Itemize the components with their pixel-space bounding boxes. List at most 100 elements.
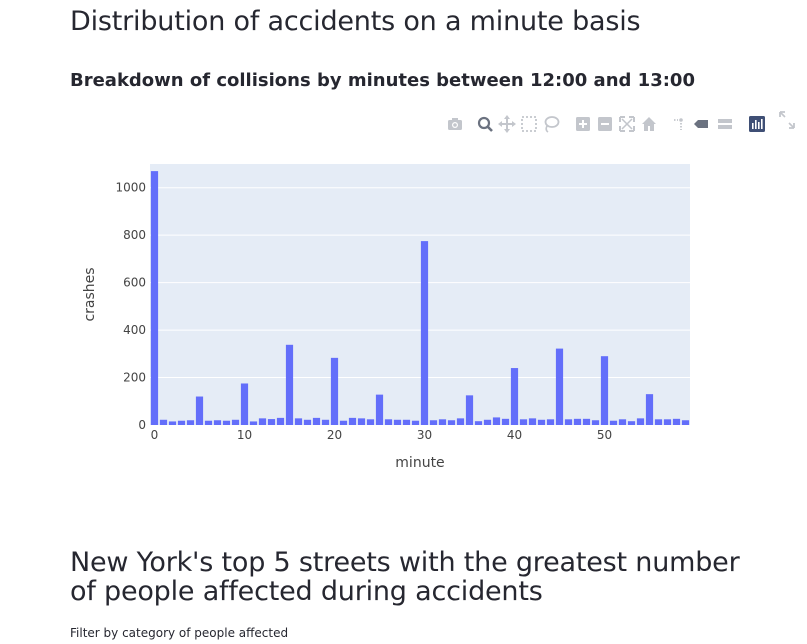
bar[interactable] xyxy=(645,394,654,425)
bar[interactable] xyxy=(429,420,438,425)
y-tick-label: 1000 xyxy=(115,181,146,195)
bar[interactable] xyxy=(438,419,447,425)
section-title-top-streets: New York's top 5 streets with the greate… xyxy=(70,547,740,607)
bar[interactable] xyxy=(366,419,375,425)
bar[interactable] xyxy=(321,419,330,425)
bar[interactable] xyxy=(501,418,510,425)
x-tick-label: 20 xyxy=(327,428,342,442)
bar[interactable] xyxy=(240,383,249,425)
bar[interactable] xyxy=(411,420,420,425)
bar[interactable] xyxy=(492,417,501,425)
bar[interactable] xyxy=(249,421,258,425)
bar[interactable] xyxy=(312,417,321,425)
chart-svg: 0 200 400 600 800 1000 0 10 20 30 40 50 minute cra… xyxy=(82,164,690,471)
bar[interactable] xyxy=(465,395,474,425)
bar[interactable] xyxy=(294,418,303,425)
bar[interactable] xyxy=(636,418,645,425)
bars xyxy=(150,171,690,425)
bar[interactable] xyxy=(303,419,312,425)
bar[interactable] xyxy=(276,417,285,425)
bar[interactable] xyxy=(555,348,564,425)
plot-area[interactable] xyxy=(150,164,690,425)
autoscale-icon[interactable] xyxy=(618,114,636,134)
bar[interactable] xyxy=(375,394,384,425)
fullscreen-icon[interactable] xyxy=(778,110,796,130)
bar[interactable] xyxy=(330,357,339,425)
bar[interactable] xyxy=(168,421,177,425)
x-tick-label: 30 xyxy=(417,428,432,442)
y-tick-label: 400 xyxy=(123,323,146,337)
bar[interactable] xyxy=(402,419,411,425)
bar[interactable] xyxy=(600,356,609,425)
bar[interactable] xyxy=(267,419,276,425)
bar[interactable] xyxy=(573,418,582,425)
chart-subtitle: Breakdown of collisions by minutes betwe… xyxy=(70,70,695,91)
bar[interactable] xyxy=(222,420,231,425)
bar[interactable] xyxy=(519,419,528,425)
chart-modebar xyxy=(444,111,799,136)
x-axis-ticks: 0 10 20 30 40 50 xyxy=(151,428,612,442)
y-axis-label: crashes xyxy=(82,267,98,321)
camera-icon[interactable] xyxy=(446,114,464,134)
bar[interactable] xyxy=(546,419,555,425)
bar[interactable] xyxy=(213,420,222,425)
y-tick-label: 600 xyxy=(123,276,146,290)
bar[interactable] xyxy=(285,344,294,425)
hover-closest-icon[interactable] xyxy=(692,114,710,134)
bar[interactable] xyxy=(177,420,186,425)
bar[interactable] xyxy=(582,418,591,425)
bar[interactable] xyxy=(672,418,681,425)
y-tick-label: 200 xyxy=(123,371,146,385)
bar[interactable] xyxy=(510,368,519,425)
x-tick-label: 40 xyxy=(507,428,522,442)
bar[interactable] xyxy=(258,418,267,425)
bar[interactable] xyxy=(528,418,537,425)
bar[interactable] xyxy=(420,241,429,425)
bar[interactable] xyxy=(150,171,159,425)
page-title: Distribution of accidents on a minute ba… xyxy=(70,6,641,37)
bar[interactable] xyxy=(447,420,456,425)
grid-lines xyxy=(150,187,690,379)
bar[interactable] xyxy=(537,419,546,425)
hover-compare-icon[interactable] xyxy=(716,114,734,134)
bar[interactable] xyxy=(456,418,465,425)
zoom-out-icon[interactable] xyxy=(596,114,614,134)
zoom-icon[interactable] xyxy=(476,114,494,134)
plotly-logo-icon[interactable] xyxy=(748,114,766,134)
bar[interactable] xyxy=(663,419,672,425)
bar[interactable] xyxy=(564,419,573,425)
bar[interactable] xyxy=(627,421,636,425)
bar[interactable] xyxy=(609,420,618,425)
x-tick-label: 0 xyxy=(151,428,159,442)
pan-icon[interactable] xyxy=(498,114,516,134)
bar[interactable] xyxy=(681,420,690,425)
bar[interactable] xyxy=(348,417,357,425)
bar[interactable] xyxy=(231,419,240,425)
zoom-in-icon[interactable] xyxy=(574,114,592,134)
y-tick-label: 0 xyxy=(138,418,146,432)
y-axis-ticks: 0 200 400 600 800 1000 xyxy=(115,181,146,432)
lasso-select-icon[interactable] xyxy=(542,114,560,134)
bar[interactable] xyxy=(384,419,393,425)
bar[interactable] xyxy=(393,419,402,425)
reset-axes-icon[interactable] xyxy=(640,114,658,134)
bar[interactable] xyxy=(483,419,492,425)
bar[interactable] xyxy=(339,420,348,425)
filter-label: Filter by category of people affected xyxy=(70,626,289,640)
bar[interactable] xyxy=(474,421,483,425)
bar[interactable] xyxy=(195,396,204,425)
bar[interactable] xyxy=(204,420,213,425)
bar[interactable] xyxy=(159,419,168,425)
box-select-icon[interactable] xyxy=(520,114,538,134)
bar[interactable] xyxy=(654,419,663,425)
bar[interactable] xyxy=(357,418,366,425)
x-axis-label: minute xyxy=(395,455,444,471)
bar[interactable] xyxy=(186,420,195,425)
spike-lines-icon[interactable] xyxy=(670,114,688,134)
y-tick-label: 800 xyxy=(123,228,146,242)
x-tick-label: 10 xyxy=(237,428,252,442)
x-tick-label: 50 xyxy=(597,428,612,442)
minute-bar-chart[interactable]: 0 200 400 600 800 1000 0 10 20 30 40 50 minute cra… xyxy=(70,140,730,480)
bar[interactable] xyxy=(591,420,600,425)
bar[interactable] xyxy=(618,419,627,425)
